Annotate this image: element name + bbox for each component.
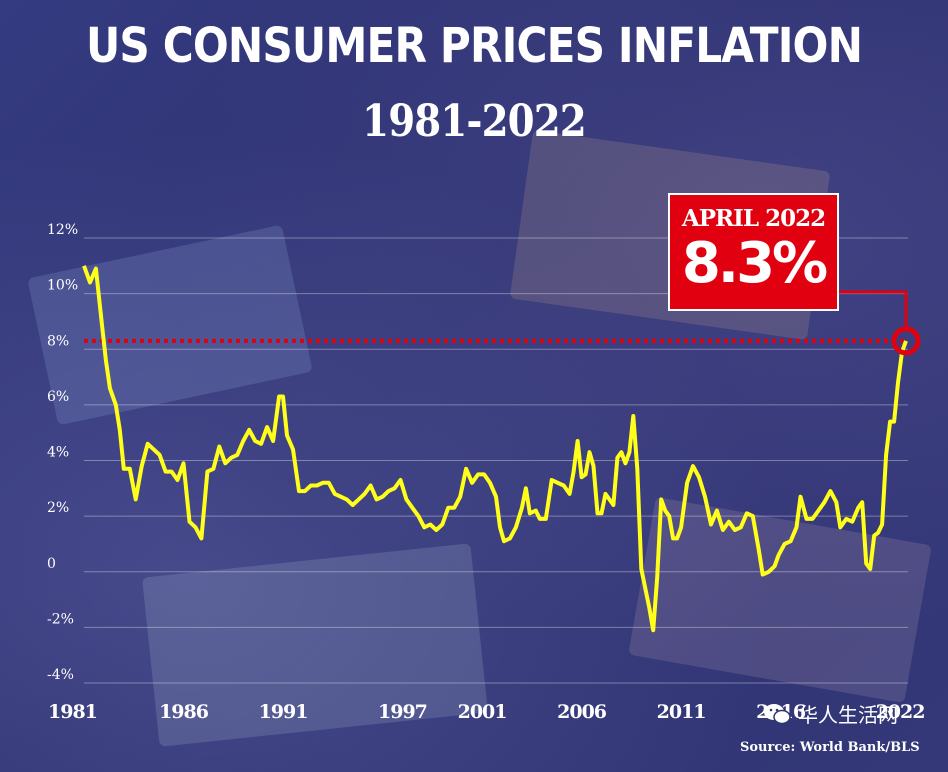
callout-connector bbox=[838, 290, 908, 329]
y-tick-label: 0 bbox=[47, 556, 56, 572]
x-tick-label: 1991 bbox=[259, 701, 308, 723]
y-tick-label: 2% bbox=[47, 500, 69, 516]
x-tick-label: 1997 bbox=[378, 701, 427, 723]
y-tick-label: 6% bbox=[47, 389, 69, 405]
y-tick-label: 4% bbox=[47, 445, 69, 461]
y-tick-label: 8% bbox=[47, 333, 69, 349]
x-tick-label: 2011 bbox=[657, 701, 706, 723]
x-tick-label: 2001 bbox=[458, 701, 507, 723]
watermark: 华人生活网 bbox=[762, 699, 898, 728]
chart-title: US CONSUMER PRICES INFLATION bbox=[85, 18, 863, 74]
x-tick-label: 1986 bbox=[159, 701, 209, 723]
x-tick-label: 2022 bbox=[876, 701, 925, 723]
series-line bbox=[82, 265, 908, 633]
callout-date: APRIL 2022 bbox=[681, 205, 826, 232]
x-tick-label: 1981 bbox=[48, 701, 97, 723]
y-axis-ticks: -4% -2% 0 2% 4% 6% 8% 10% 12% bbox=[47, 222, 78, 683]
grid-lines bbox=[84, 237, 908, 684]
source-note: Source: World Bank/BLS bbox=[740, 740, 920, 755]
callout-value: 8.3% bbox=[681, 231, 828, 296]
watermark-text: 华人生活网 bbox=[798, 703, 898, 727]
wechat-icon bbox=[764, 703, 791, 724]
y-tick-label: -4% bbox=[47, 667, 74, 683]
chart-subtitle: 1981-2022 bbox=[362, 96, 587, 147]
y-tick-label: -2% bbox=[47, 611, 74, 627]
y-tick-label: 12% bbox=[47, 222, 78, 238]
callout-box: APRIL 2022 8.3% bbox=[668, 193, 839, 311]
x-tick-label: 2006 bbox=[557, 701, 607, 723]
y-tick-label: 10% bbox=[47, 278, 78, 294]
